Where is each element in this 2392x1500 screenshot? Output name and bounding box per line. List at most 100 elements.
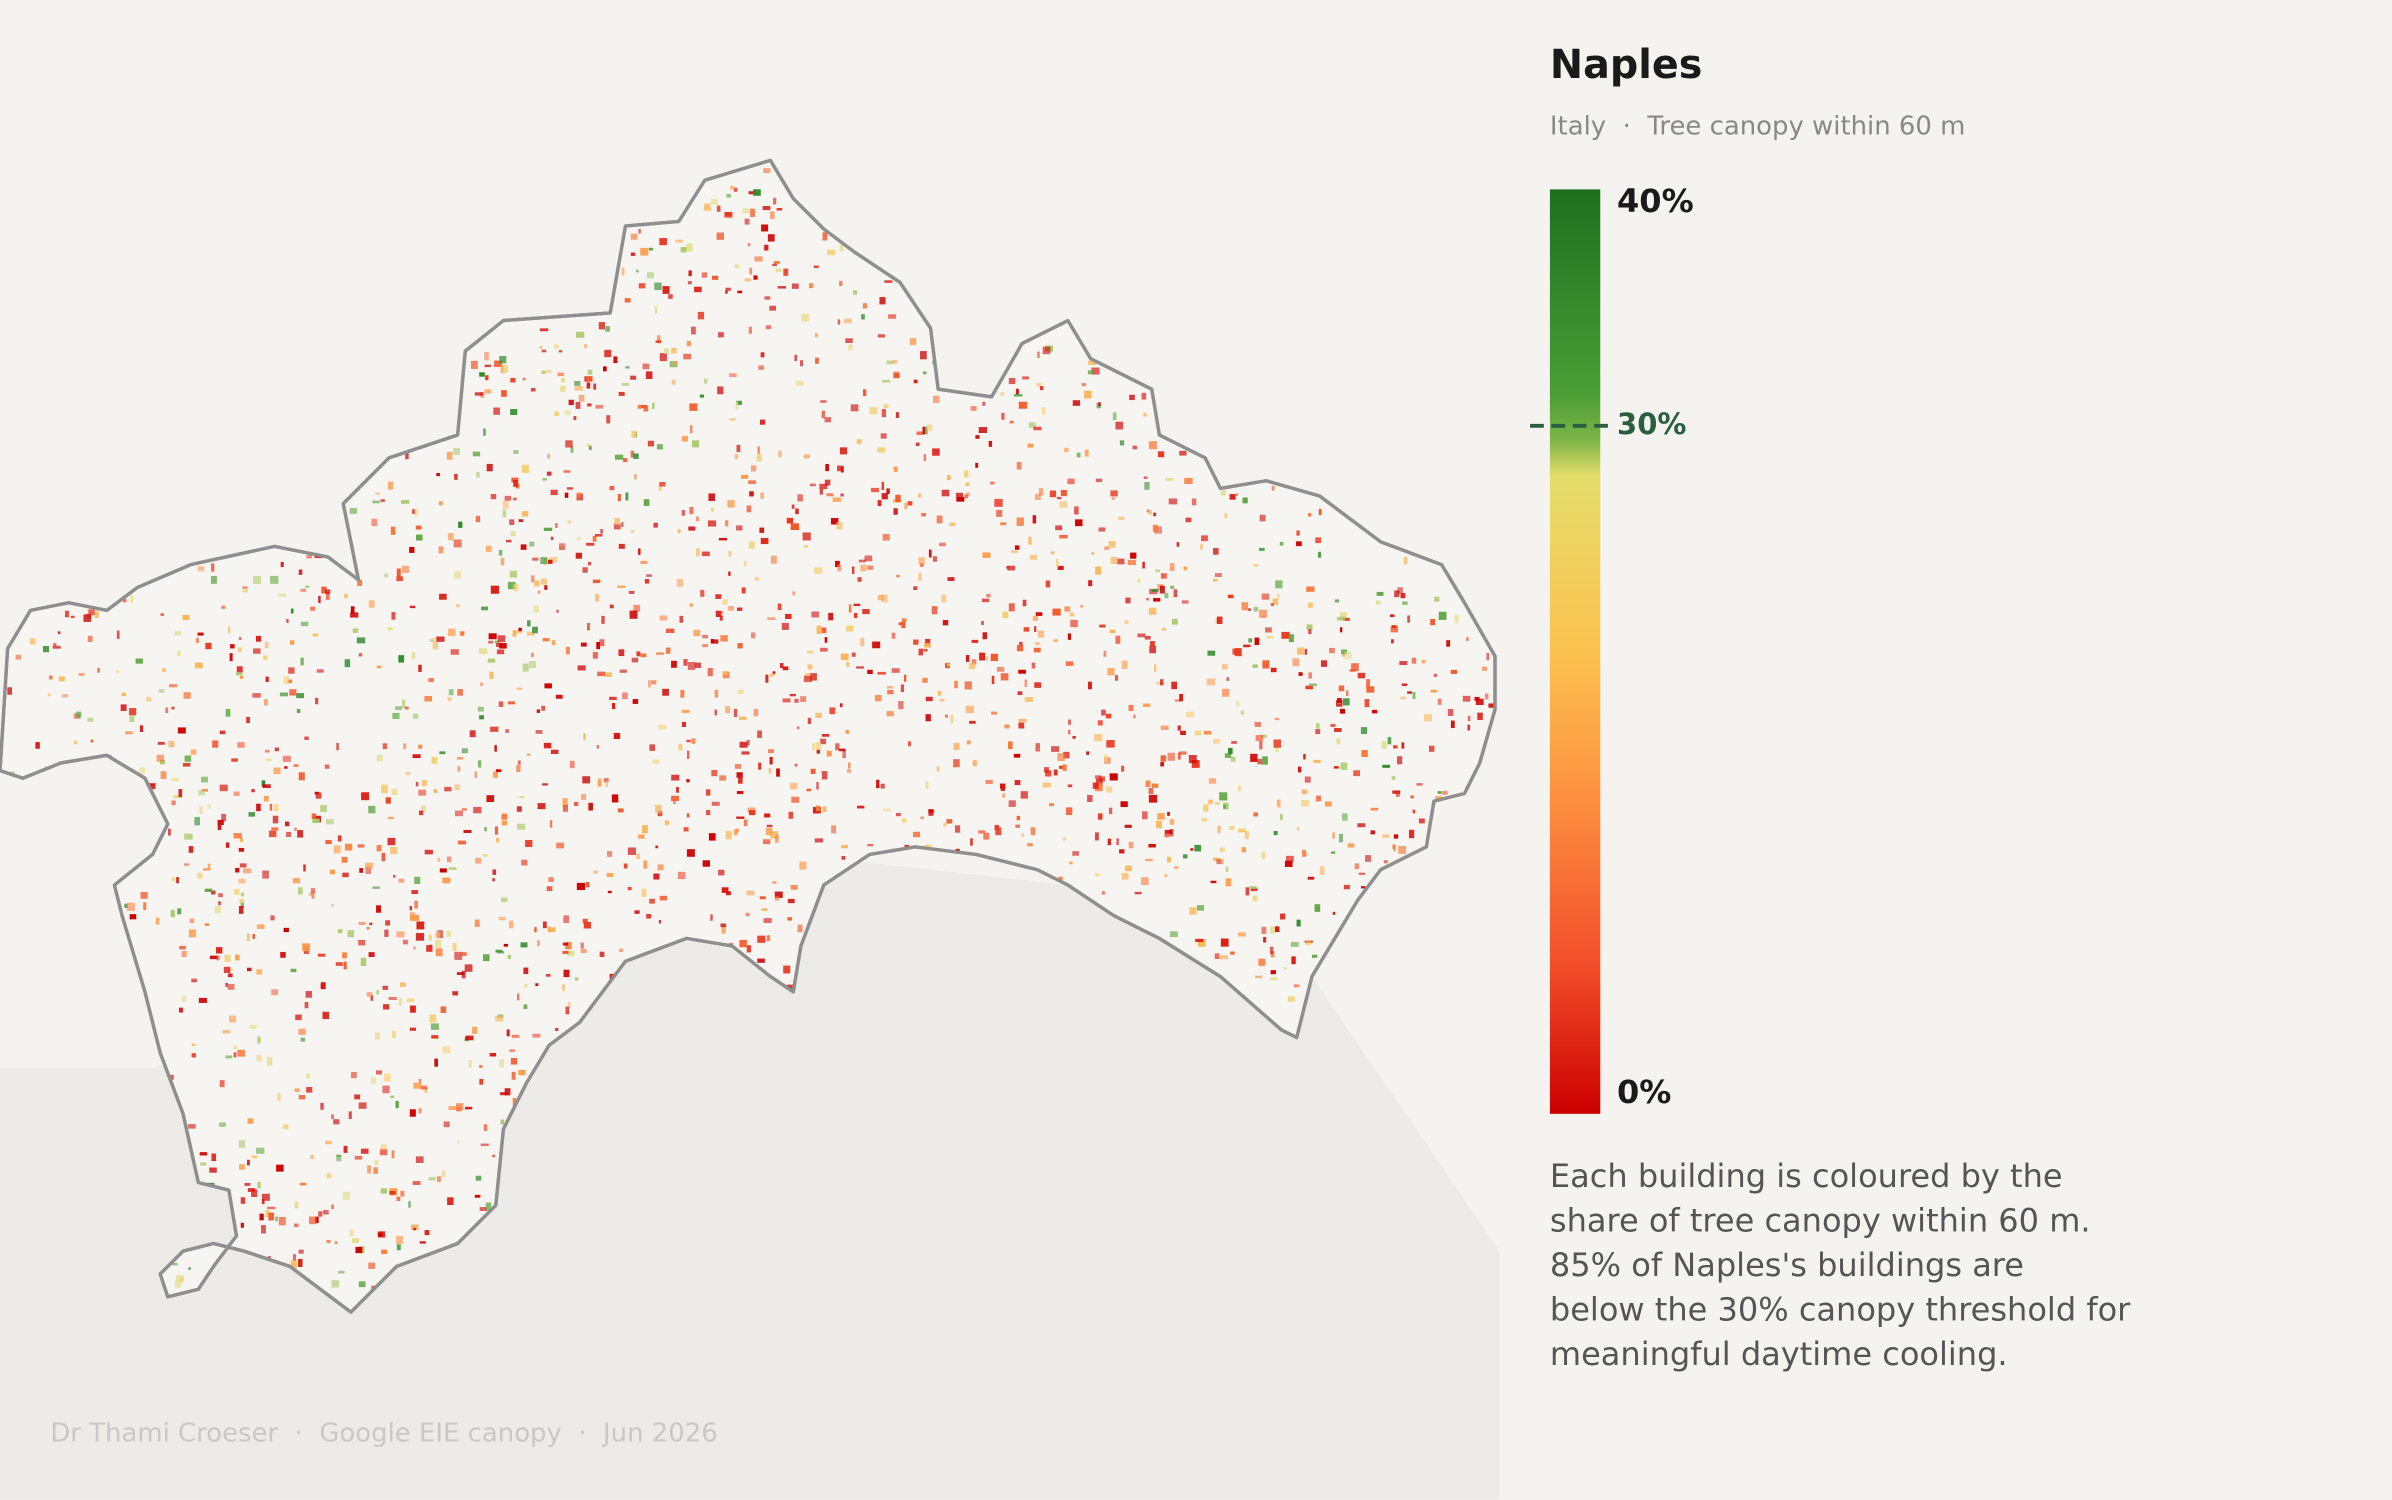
- building: [1214, 953, 1220, 959]
- building: [547, 926, 551, 933]
- building: [604, 349, 612, 358]
- building: [762, 206, 771, 211]
- building: [694, 286, 702, 293]
- building: [499, 355, 507, 364]
- building: [689, 403, 698, 411]
- building: [1252, 895, 1258, 902]
- building: [791, 796, 800, 803]
- building: [1253, 812, 1258, 817]
- building: [413, 1082, 422, 1089]
- building: [252, 575, 262, 585]
- building: [659, 353, 667, 362]
- building: [428, 934, 432, 941]
- building: [982, 632, 988, 640]
- building: [746, 945, 752, 953]
- building: [1044, 767, 1049, 773]
- building: [287, 679, 293, 684]
- building: [580, 794, 587, 801]
- building: [1107, 668, 1115, 676]
- building: [1108, 807, 1113, 815]
- building: [562, 805, 568, 812]
- building: [477, 760, 482, 768]
- building: [619, 948, 624, 952]
- building: [848, 762, 851, 769]
- building: [1072, 735, 1076, 739]
- building: [554, 344, 559, 349]
- building: [1080, 605, 1083, 608]
- building: [1228, 747, 1233, 755]
- building: [438, 546, 444, 554]
- building: [1314, 904, 1321, 912]
- building: [560, 385, 566, 392]
- building: [716, 232, 725, 240]
- building: [1185, 517, 1192, 523]
- building: [191, 978, 197, 983]
- building: [1125, 865, 1132, 872]
- building: [1145, 858, 1153, 862]
- building: [728, 551, 732, 557]
- building: [550, 536, 554, 540]
- building: [1125, 597, 1131, 604]
- building: [704, 378, 708, 384]
- building: [90, 739, 94, 743]
- building: [140, 892, 148, 899]
- building: [547, 559, 553, 564]
- building: [990, 481, 995, 485]
- building: [1275, 580, 1283, 589]
- building: [1143, 476, 1148, 480]
- building: [385, 920, 391, 926]
- building: [1035, 743, 1040, 752]
- building: [1148, 787, 1154, 794]
- building: [246, 933, 250, 942]
- building: [416, 921, 425, 930]
- building: [1008, 377, 1016, 385]
- building: [211, 563, 215, 572]
- building: [658, 484, 662, 492]
- building: [351, 1238, 359, 1244]
- building: [754, 256, 763, 262]
- building: [479, 1207, 488, 1212]
- building: [1416, 783, 1423, 786]
- building: [1253, 564, 1259, 567]
- building: [617, 585, 626, 588]
- building: [188, 846, 194, 853]
- building: [1094, 782, 1103, 792]
- building: [510, 1058, 517, 1065]
- building: [736, 607, 743, 611]
- building: [965, 705, 974, 714]
- building: [1103, 650, 1107, 657]
- building: [1203, 804, 1209, 812]
- building: [1401, 742, 1405, 749]
- building: [1076, 452, 1081, 458]
- building: [1154, 664, 1157, 672]
- building: [565, 1006, 570, 1015]
- building: [569, 760, 575, 769]
- building: [239, 675, 244, 679]
- building: [556, 842, 564, 849]
- building: [1275, 745, 1279, 753]
- building: [736, 772, 743, 778]
- building: [1286, 855, 1294, 862]
- building: [1108, 541, 1116, 548]
- building: [312, 818, 320, 823]
- building: [1332, 911, 1336, 915]
- building: [772, 263, 777, 267]
- building: [562, 942, 569, 946]
- building: [1034, 682, 1042, 688]
- building: [1252, 664, 1258, 668]
- building: [454, 810, 463, 817]
- building: [401, 499, 410, 504]
- building: [931, 606, 938, 615]
- building: [534, 580, 540, 587]
- building: [614, 454, 624, 460]
- building: [126, 902, 136, 911]
- building: [749, 810, 756, 816]
- building: [1308, 672, 1312, 679]
- building: [975, 462, 979, 468]
- building: [391, 1150, 395, 1159]
- building: [227, 973, 233, 978]
- building: [143, 902, 147, 911]
- building: [369, 922, 373, 926]
- building: [376, 665, 382, 669]
- building: [1057, 753, 1065, 761]
